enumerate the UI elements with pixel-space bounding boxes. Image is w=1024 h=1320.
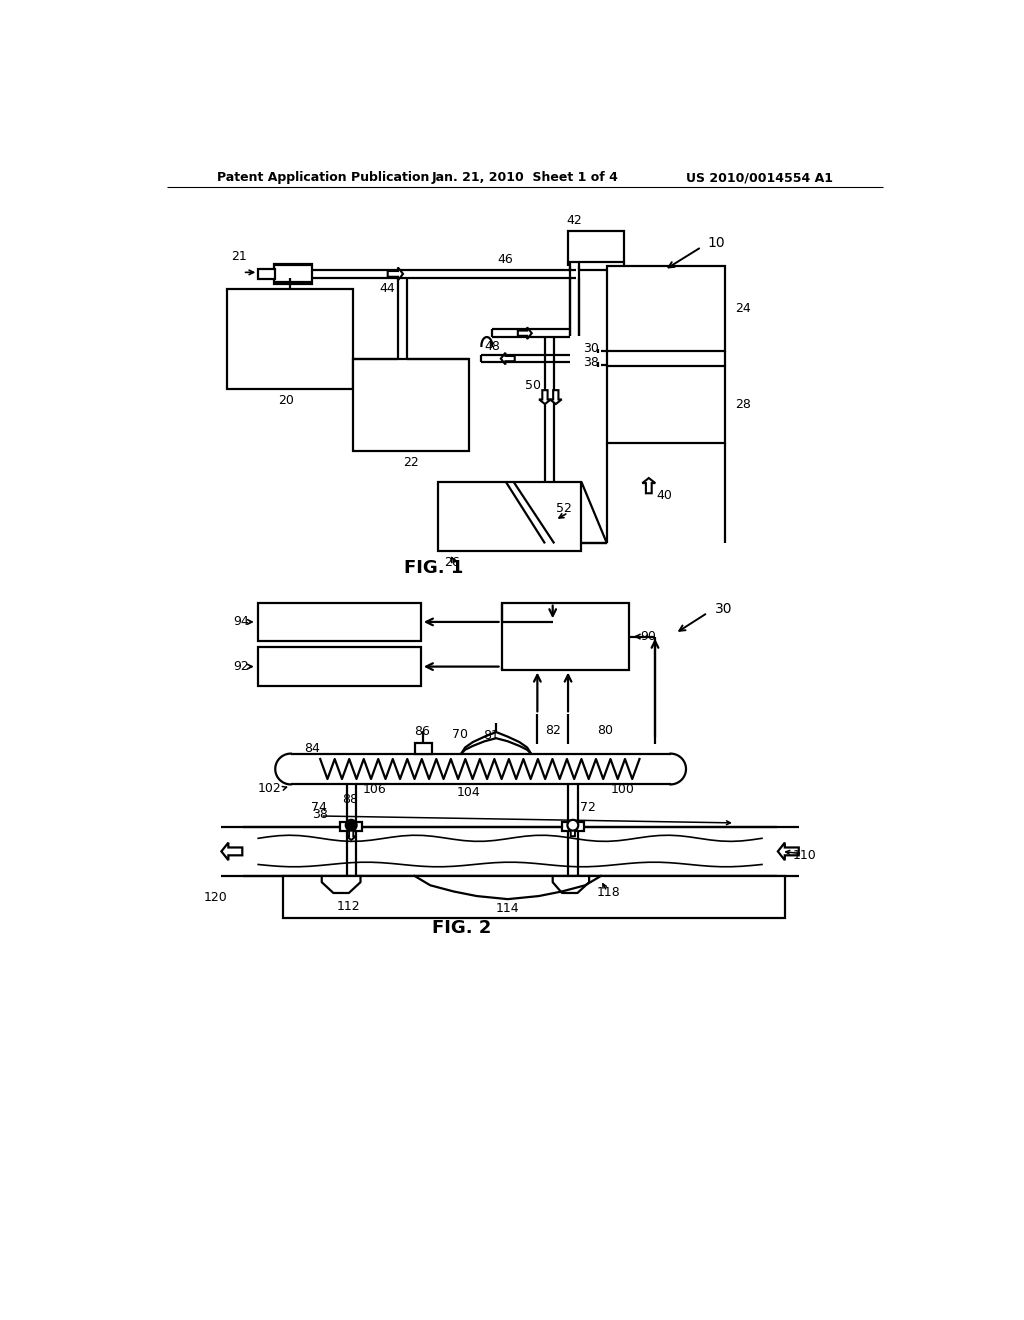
Text: 94: 94 xyxy=(233,615,249,628)
Bar xyxy=(273,264,312,284)
Bar xyxy=(607,267,725,351)
Text: Jan. 21, 2010  Sheet 1 of 4: Jan. 21, 2010 Sheet 1 of 4 xyxy=(431,172,618,185)
Polygon shape xyxy=(346,829,356,840)
Bar xyxy=(227,289,352,389)
Text: 21: 21 xyxy=(230,249,247,263)
Text: 10: 10 xyxy=(708,236,725,249)
Text: 120: 120 xyxy=(204,891,227,904)
Bar xyxy=(607,367,725,444)
Circle shape xyxy=(346,820,356,830)
Bar xyxy=(283,876,785,919)
Text: 42: 42 xyxy=(566,214,583,227)
Text: 86: 86 xyxy=(415,725,430,738)
Bar xyxy=(415,743,432,754)
Text: 110: 110 xyxy=(793,849,816,862)
Text: 72: 72 xyxy=(580,801,596,814)
Text: 112: 112 xyxy=(337,900,360,913)
Text: 50: 50 xyxy=(525,379,542,392)
Text: 84: 84 xyxy=(304,742,321,755)
Text: 24: 24 xyxy=(735,302,752,315)
Text: 44: 44 xyxy=(380,282,395,296)
Polygon shape xyxy=(501,352,515,364)
Text: 82: 82 xyxy=(545,723,560,737)
Text: US 2010/0014554 A1: US 2010/0014554 A1 xyxy=(686,172,834,185)
Bar xyxy=(562,822,584,832)
Text: Patent Application Publication: Patent Application Publication xyxy=(217,172,429,185)
Text: 30: 30 xyxy=(715,602,732,616)
Text: 100: 100 xyxy=(610,783,635,796)
Polygon shape xyxy=(221,842,243,861)
Polygon shape xyxy=(778,842,799,861)
Text: 74: 74 xyxy=(311,801,328,814)
Bar xyxy=(258,647,421,686)
Circle shape xyxy=(567,820,579,830)
Text: 81: 81 xyxy=(482,729,499,742)
Text: 38: 38 xyxy=(584,356,599,370)
Text: FIG. 2: FIG. 2 xyxy=(431,920,490,937)
Text: 26: 26 xyxy=(444,556,460,569)
Text: 106: 106 xyxy=(362,783,386,796)
Text: 90: 90 xyxy=(640,630,656,643)
Text: 80: 80 xyxy=(597,723,612,737)
Bar xyxy=(352,359,469,451)
Text: 102: 102 xyxy=(258,781,282,795)
Text: 92: 92 xyxy=(233,660,249,673)
Text: 30: 30 xyxy=(584,342,599,355)
Text: 118: 118 xyxy=(597,887,621,899)
Text: 104: 104 xyxy=(457,785,481,799)
Text: 46: 46 xyxy=(498,252,513,265)
Polygon shape xyxy=(550,391,562,404)
Polygon shape xyxy=(642,478,655,494)
Bar xyxy=(258,603,421,642)
Text: 28: 28 xyxy=(735,399,752,412)
Text: FIG. 1: FIG. 1 xyxy=(404,560,464,577)
Bar xyxy=(340,822,362,832)
Text: 20: 20 xyxy=(279,395,294,408)
Polygon shape xyxy=(388,268,403,280)
Polygon shape xyxy=(568,825,578,836)
Text: 22: 22 xyxy=(403,455,419,469)
Bar xyxy=(502,603,630,671)
Text: 52: 52 xyxy=(556,502,571,515)
Bar xyxy=(438,482,582,552)
Text: 40: 40 xyxy=(656,490,672,502)
Polygon shape xyxy=(539,391,551,404)
Text: 88: 88 xyxy=(342,793,357,807)
Text: 38: 38 xyxy=(312,808,328,821)
Text: 114: 114 xyxy=(496,902,519,915)
Bar xyxy=(258,268,275,280)
Text: 70: 70 xyxy=(452,727,468,741)
Text: 48: 48 xyxy=(484,339,500,352)
Polygon shape xyxy=(518,327,531,339)
Bar xyxy=(568,231,624,261)
